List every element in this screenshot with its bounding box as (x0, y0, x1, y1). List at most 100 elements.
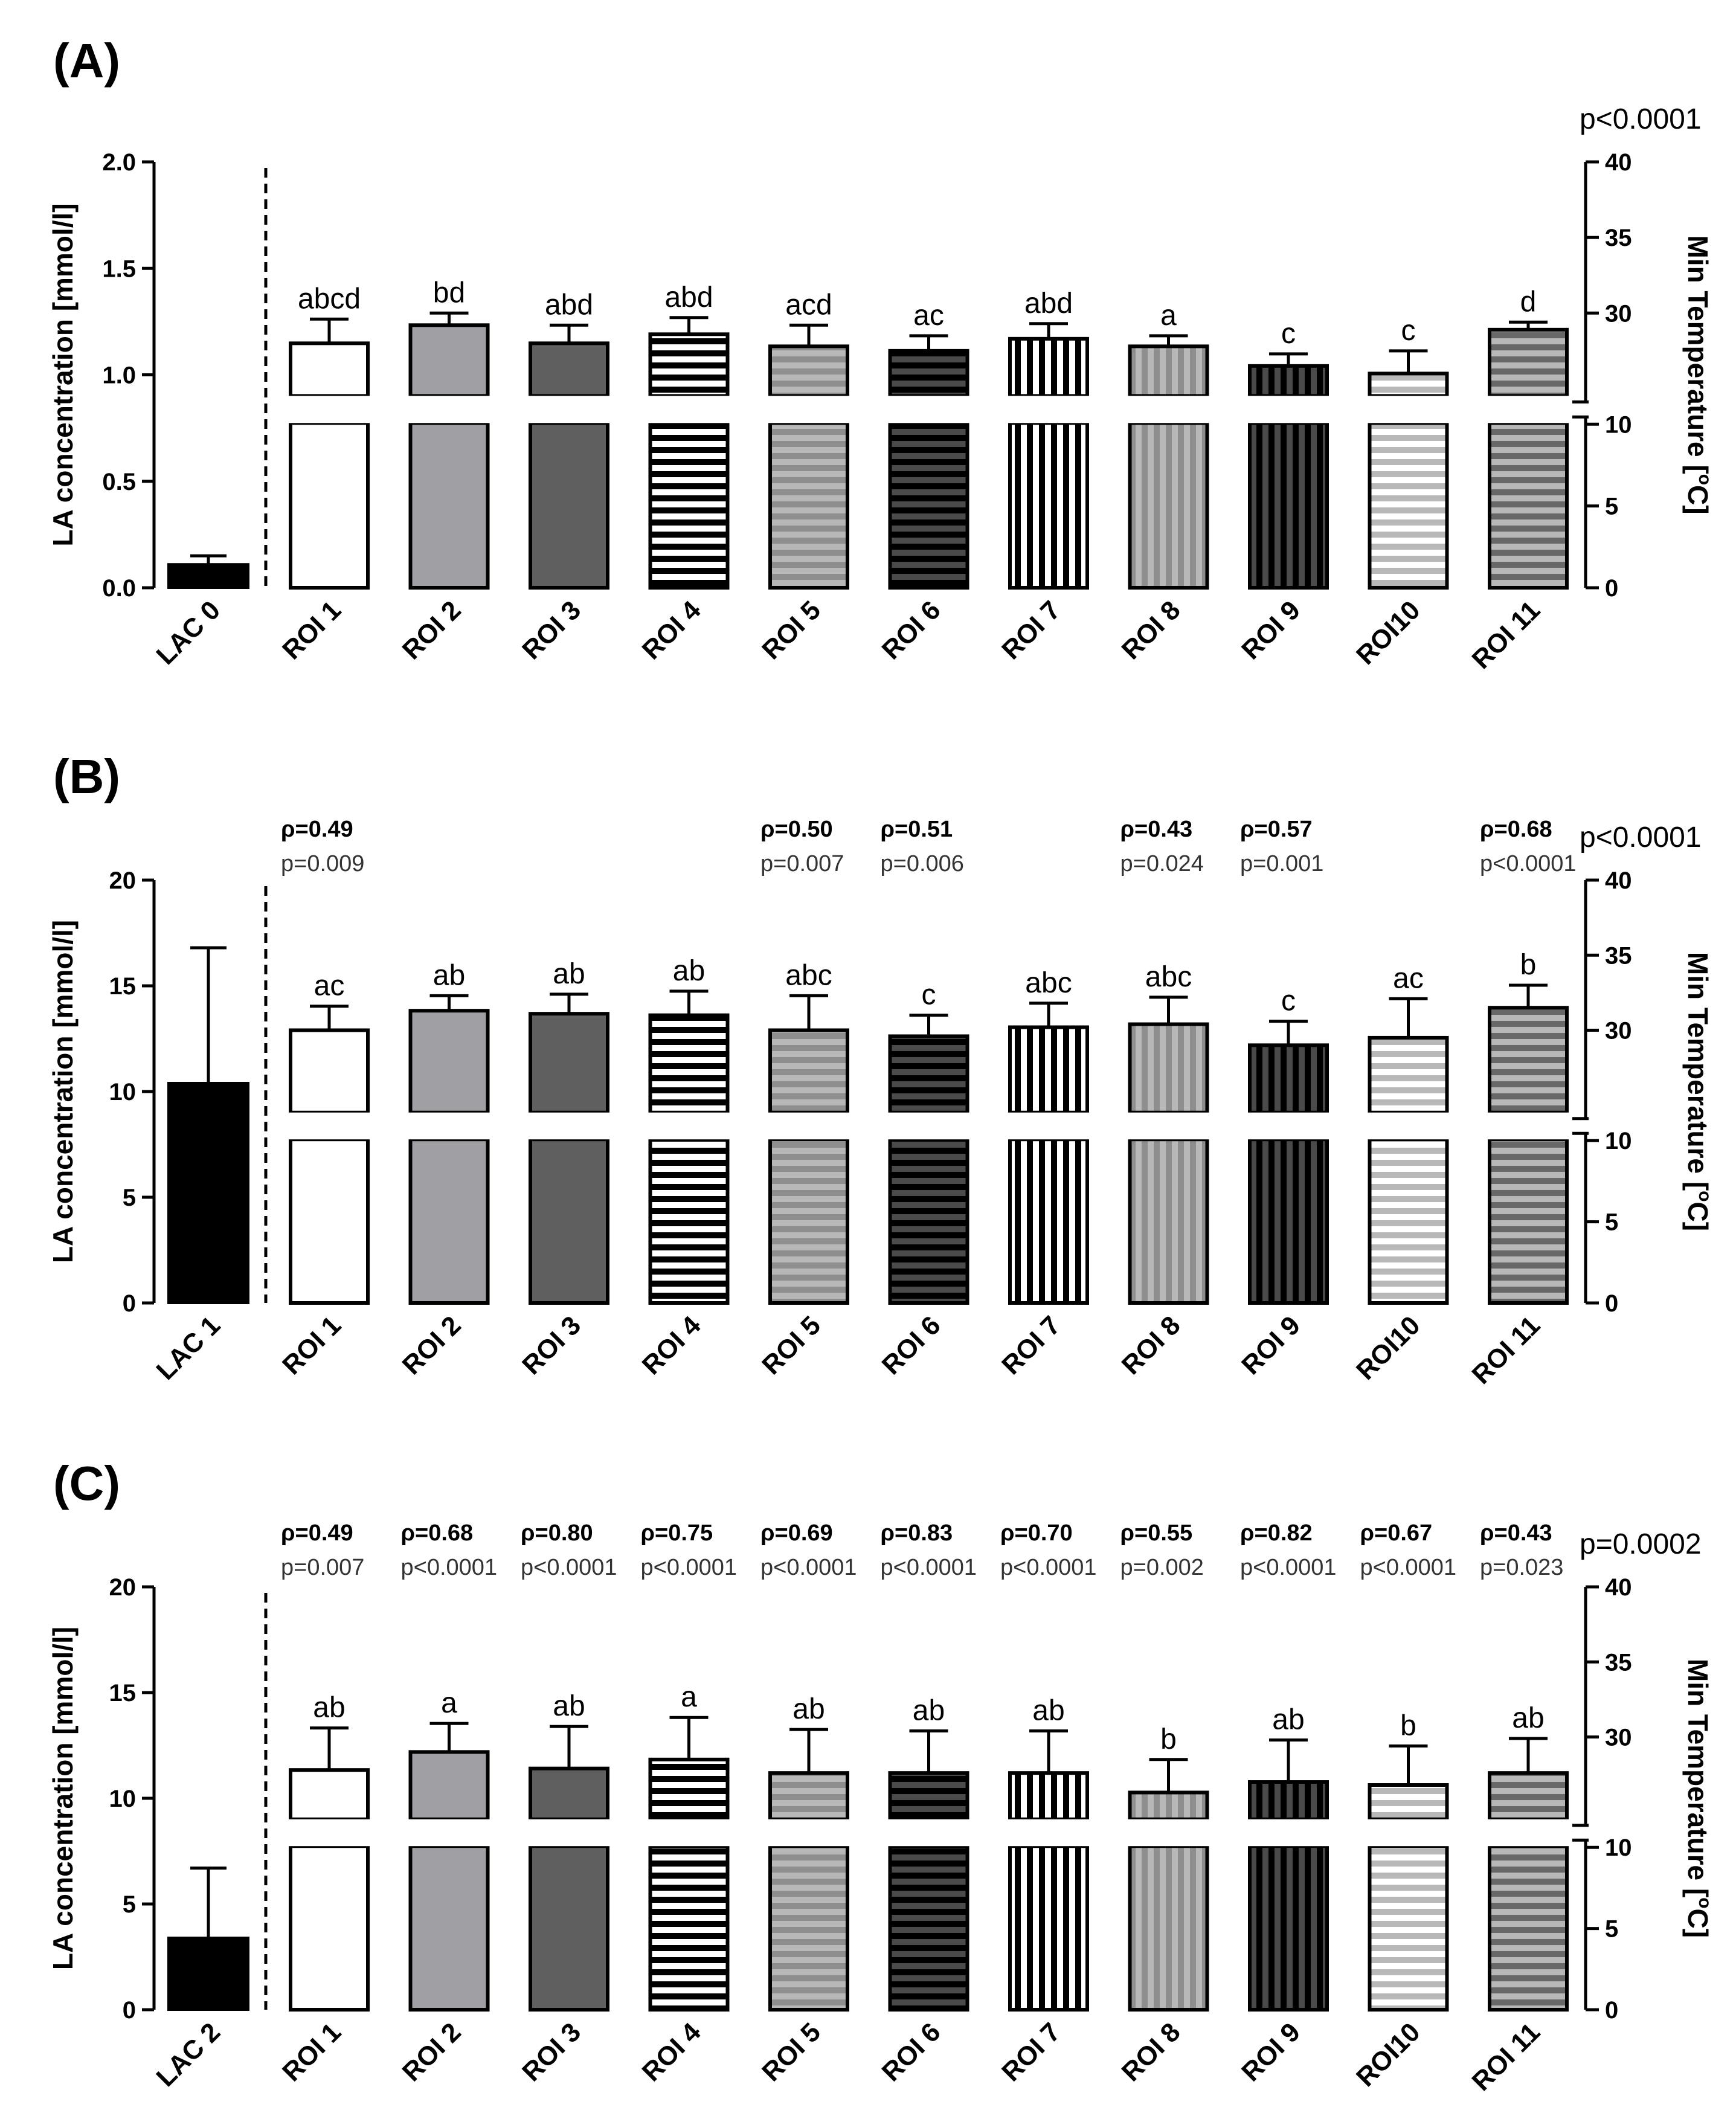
correlation-rho: ρ=0.69 (760, 1520, 833, 1546)
correlation-rho: ρ=0.57 (1240, 817, 1313, 842)
roi-bar-upper (1488, 1771, 1569, 1821)
correlation-p: p<0.0001 (641, 1555, 738, 1580)
right-axis-title: Min Temperature [oC] (1682, 1659, 1715, 1938)
lac-bar (167, 1937, 249, 2011)
correlation-p: p=0.001 (1240, 851, 1323, 876)
right-axis-title-main: Min Temperature [ (1682, 235, 1714, 474)
correlation-rho: ρ=0.80 (521, 1520, 593, 1546)
right-tick-label: 0 (1605, 575, 1618, 602)
significance-letter: ab (313, 1692, 345, 1724)
roi-bar-lower (529, 421, 609, 590)
roi-bar-upper (1008, 1025, 1089, 1114)
roi-bar-lower (289, 1137, 370, 1305)
panel-0: (A) 0.0 0.5 1.0 1.5 2.0 LA concentration [mmol… (47, 34, 1715, 675)
significance-letter: abc (785, 959, 832, 991)
significance-letter: ab (553, 1690, 585, 1722)
panel-label: (C) (53, 1456, 120, 1510)
x-tick-label: ROI 3 (516, 1310, 587, 1380)
roi-bar-lower (1248, 421, 1329, 590)
correlation-rho: ρ=0.43 (1120, 817, 1193, 842)
roi-bar-lower (529, 1844, 609, 2012)
roi-bar-lower (1008, 421, 1089, 590)
right-tick-label: 10 (1605, 1128, 1632, 1154)
roi-bar-upper (1488, 1006, 1569, 1114)
left-tick-label: 0.0 (102, 575, 136, 602)
axis-break-band (271, 1112, 1586, 1140)
left-axis-title: LA concentration [mmol/l] (47, 1627, 79, 1970)
roi-bar-upper (1008, 336, 1089, 398)
x-tick-label: ROI 5 (756, 2017, 826, 2087)
significance-letter: b (1160, 1723, 1177, 1755)
x-tick-label: ROI 9 (1236, 1310, 1306, 1380)
x-tick-label: ROI 7 (996, 2017, 1066, 2087)
significance-letter: ab (1512, 1702, 1544, 1734)
right-tick-label: 5 (1605, 1209, 1618, 1236)
x-tick-label: ROI 9 (1236, 595, 1306, 665)
x-tick-label: ROI 7 (996, 1310, 1066, 1380)
global-p-value: p<0.0001 (1580, 103, 1702, 135)
roi-bar-upper (768, 344, 849, 398)
left-tick-label: 15 (109, 973, 137, 1000)
correlation-p: p<0.0001 (1480, 851, 1577, 876)
correlation-p: p<0.0001 (1240, 1555, 1337, 1580)
roi-bar-lower (1008, 1844, 1089, 2012)
significance-letter: b (1400, 1709, 1416, 1742)
roi-bar-upper (888, 1034, 969, 1114)
roi-bar-lower (1368, 1137, 1449, 1305)
roi-bar-upper (1368, 1783, 1449, 1821)
significance-letter: ab (1032, 1695, 1064, 1727)
roi-bar-lower (1368, 1844, 1449, 2012)
left-tick-label: 5 (123, 1185, 136, 1211)
right-tick-label: 30 (1605, 300, 1632, 327)
correlation-rho: ρ=0.55 (1120, 1520, 1193, 1546)
right-axis-title-end: C] (1682, 1909, 1714, 1938)
roi-bar-lower (289, 421, 370, 590)
right-axis-title-end: C] (1682, 485, 1714, 515)
x-tick-label: ROI 11 (1467, 2017, 1546, 2096)
roi-bar-upper (888, 349, 969, 398)
left-tick-label: 0 (123, 1290, 136, 1317)
significance-letter: ac (314, 970, 345, 1002)
x-tick-label: ROI 6 (876, 595, 947, 665)
right-tick-label: 5 (1605, 1916, 1618, 1943)
roi-bar-upper (1128, 344, 1209, 398)
left-tick-label: 15 (109, 1680, 137, 1706)
right-tick-label: 35 (1605, 1649, 1632, 1676)
roi-bar-lower (408, 1137, 490, 1305)
roi-bar-upper (408, 1009, 490, 1114)
global-p-value: p=0.0002 (1580, 1528, 1702, 1560)
roi-bar-upper (408, 1750, 490, 1821)
roi-bar-upper (1368, 371, 1449, 398)
correlation-rho: ρ=0.43 (1480, 1520, 1552, 1546)
roi-bar-upper (648, 332, 730, 398)
roi-bar-upper (1248, 1043, 1329, 1114)
right-tick-label: 40 (1605, 1574, 1632, 1601)
left-tick-label: 1.0 (102, 362, 136, 389)
roi-bar-upper (529, 1012, 609, 1114)
significance-letter: abcd (298, 283, 361, 315)
roi-bar-lower (768, 421, 849, 590)
right-tick-label: 35 (1605, 942, 1632, 969)
roi-bar-lower (648, 1844, 730, 2012)
right-tick-label: 5 (1605, 494, 1618, 520)
significance-letter: ab (553, 958, 585, 990)
correlation-p: p=0.006 (881, 851, 964, 876)
significance-letter: ab (792, 1693, 825, 1725)
right-tick-label: 40 (1605, 867, 1632, 894)
roi-bar-upper (1368, 1035, 1449, 1114)
x-tick-label: ROI 4 (637, 2017, 707, 2087)
correlation-p: p<0.0001 (760, 1555, 857, 1580)
x-tick-label: ROI10 (1351, 2017, 1426, 2092)
roi-bar-upper (1128, 1790, 1209, 1821)
roi-bar-upper (1248, 364, 1329, 398)
x-tick-label: ROI 5 (756, 595, 826, 665)
roi-bar-lower (1008, 1137, 1089, 1305)
correlation-p: p<0.0001 (401, 1555, 498, 1580)
correlation-p: p=0.024 (1120, 851, 1204, 876)
significance-letter: a (681, 1681, 697, 1713)
panel-label: (B) (53, 750, 120, 803)
significance-letter: c (1281, 318, 1296, 350)
correlation-p: p=0.023 (1480, 1555, 1563, 1580)
lac-bar (167, 1082, 249, 1304)
